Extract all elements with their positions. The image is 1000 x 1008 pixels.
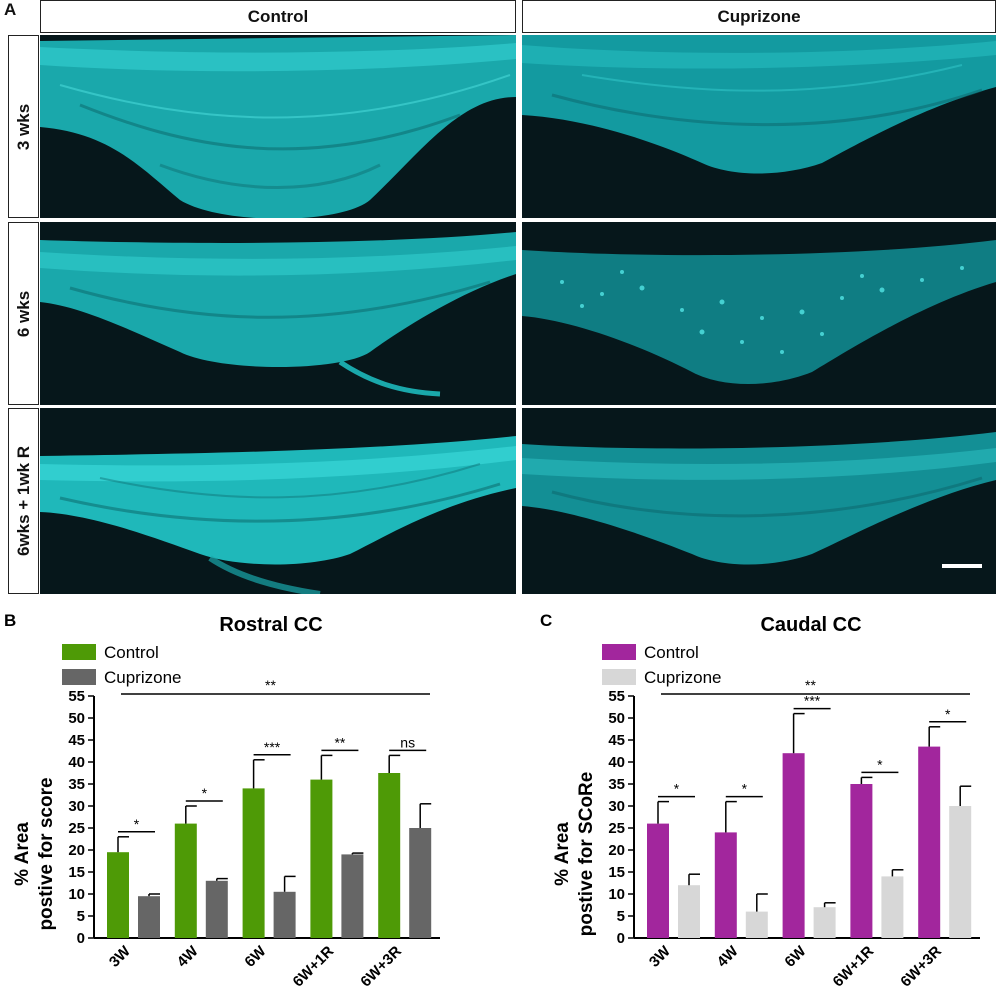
- chart-title: Rostral CC: [219, 614, 322, 636]
- significance-label: ***: [264, 739, 281, 755]
- row-label-6wks-1wk-r: 6wks + 1wk R: [8, 408, 39, 594]
- y-tick-label: 30: [608, 798, 625, 815]
- column-header-control: Control: [40, 0, 516, 33]
- bar: [813, 907, 836, 938]
- y-tick-label: 45: [608, 732, 625, 749]
- chart-caudal-cc: C Caudal CC Control Cuprizone % Area pos…: [540, 611, 980, 990]
- legend-label-cuprizone: Cuprizone: [104, 668, 182, 687]
- bar: [647, 823, 669, 938]
- legend-swatch-cuprizone: [62, 669, 96, 685]
- bar: [242, 788, 265, 938]
- y-tick-label: 50: [608, 710, 625, 727]
- legend-swatch-control: [62, 644, 96, 660]
- x-tick-label: 6W: [781, 942, 810, 971]
- y-tick-label: 0: [77, 930, 85, 947]
- overall-significance-label: **: [805, 677, 816, 693]
- legend-label-control: Control: [644, 643, 699, 662]
- plot-area: 0510152025303540455055***3W*4W***6W**6W+…: [68, 677, 440, 990]
- significance-label: ***: [804, 693, 821, 709]
- y-tick-label: 10: [68, 886, 85, 903]
- y-axis-label-line2: postive for score: [36, 777, 57, 930]
- legend-swatch-cuprizone: [602, 669, 636, 685]
- y-tick-label: 20: [68, 842, 85, 859]
- bar: [273, 891, 296, 938]
- y-tick-label: 25: [68, 820, 85, 837]
- micrograph-cuprizone-6wks-1wk-r: [522, 408, 996, 594]
- bar: [310, 779, 333, 938]
- significance-label: *: [134, 816, 140, 832]
- significance-label: *: [202, 785, 208, 801]
- plot-area: 0510152025303540455055***3W*4W***6W*6W+1…: [608, 677, 980, 990]
- panel-b-letter: B: [4, 611, 16, 630]
- column-header-cuprizone: Cuprizone: [522, 0, 996, 33]
- bar: [174, 823, 197, 938]
- micrograph-cuprizone-6wks: [522, 222, 996, 405]
- y-tick-label: 25: [608, 820, 625, 837]
- y-axis-label-line1: % Area: [552, 822, 573, 886]
- y-tick-label: 45: [68, 732, 85, 749]
- y-tick-label: 10: [608, 886, 625, 903]
- bar: [341, 854, 364, 938]
- y-tick-label: 50: [68, 710, 85, 727]
- overall-significance-label: **: [265, 677, 276, 693]
- row-label-6wks: 6 wks: [8, 222, 39, 405]
- significance-label: ns: [400, 734, 415, 750]
- y-tick-label: 55: [608, 688, 625, 705]
- bar: [138, 896, 160, 938]
- micrograph-control-3wks: [40, 35, 516, 218]
- y-tick-label: 15: [608, 864, 625, 881]
- panel-a-letter: A: [4, 0, 17, 19]
- y-tick-label: 15: [68, 864, 85, 881]
- micrograph-cuprizone-3wks: [522, 35, 996, 218]
- bar: [745, 911, 768, 938]
- significance-label: *: [945, 706, 951, 722]
- bar: [378, 773, 401, 938]
- chart-rostral-cc: B Rostral CC Control Cuprizone % Area po…: [4, 611, 440, 990]
- y-tick-label: 5: [617, 908, 625, 925]
- significance-label: *: [877, 756, 883, 772]
- panel-c-letter: C: [540, 611, 552, 630]
- row-label-3wks: 3 wks: [8, 35, 39, 218]
- bar: [409, 828, 432, 938]
- bar: [678, 885, 700, 938]
- x-tick-label: 6W+3R: [897, 943, 945, 991]
- bar: [714, 832, 737, 938]
- significance-label: *: [742, 781, 748, 797]
- y-tick-label: 35: [608, 776, 625, 793]
- y-tick-label: 55: [68, 688, 85, 705]
- chart-title: Caudal CC: [760, 614, 861, 636]
- x-tick-label: 6W+1R: [830, 943, 878, 991]
- bar: [782, 753, 805, 938]
- x-tick-label: 4W: [714, 942, 743, 971]
- bar: [918, 746, 941, 938]
- y-tick-label: 20: [608, 842, 625, 859]
- x-tick-label: 6W+3R: [357, 943, 405, 991]
- legend-label-control: Control: [104, 643, 159, 662]
- legend-swatch-control: [602, 644, 636, 660]
- x-tick-label: 6W+1R: [290, 943, 338, 991]
- significance-label: *: [674, 781, 680, 797]
- x-tick-label: 4W: [174, 942, 203, 971]
- bar: [205, 880, 228, 938]
- bar: [107, 852, 129, 938]
- legend-label-cuprizone: Cuprizone: [644, 668, 722, 687]
- y-tick-label: 35: [68, 776, 85, 793]
- y-tick-label: 40: [68, 754, 85, 771]
- y-tick-label: 40: [608, 754, 625, 771]
- x-tick-label: 6W: [241, 942, 270, 971]
- x-tick-label: 3W: [106, 942, 135, 971]
- y-axis-label-line1: % Area: [12, 822, 33, 886]
- bar: [949, 806, 972, 938]
- y-tick-label: 30: [68, 798, 85, 815]
- y-tick-label: 5: [77, 908, 85, 925]
- y-axis-label-line2: postive for SCoRe: [576, 772, 597, 937]
- x-tick-label: 3W: [646, 942, 675, 971]
- y-tick-label: 0: [617, 930, 625, 947]
- micrograph-control-6wks-1wk-r: [40, 408, 516, 594]
- significance-label: **: [334, 734, 345, 750]
- bar: [850, 784, 873, 938]
- micrograph-control-6wks: [40, 222, 516, 405]
- bar: [881, 876, 904, 938]
- scale-bar: [942, 564, 982, 568]
